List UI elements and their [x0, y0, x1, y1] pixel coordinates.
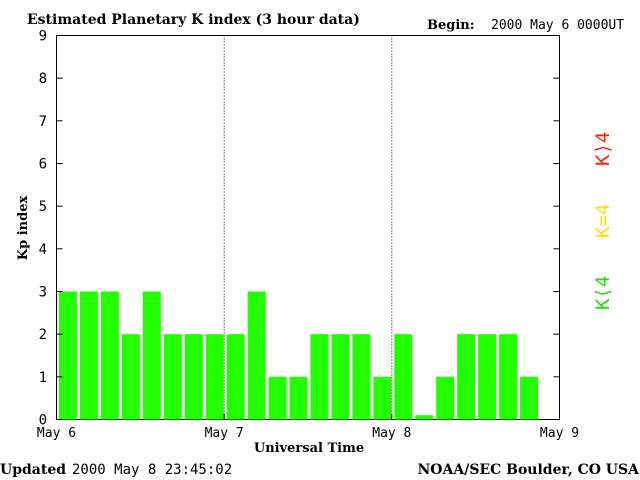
- kp-bar: [268, 376, 287, 420]
- y-tick-label: 1: [39, 370, 47, 386]
- kp-bar: [415, 415, 434, 420]
- x-axis-label: Universal Time: [254, 441, 364, 456]
- updated-value: 2000 May 8 23:45:02: [72, 462, 232, 478]
- y-tick-label: 5: [39, 199, 47, 215]
- x-tick-label: May 7: [205, 426, 244, 441]
- kp-bar: [520, 376, 539, 420]
- y-axis-label: Kp index: [16, 196, 31, 261]
- day-separators: [223, 35, 393, 420]
- kp-bar: [373, 376, 392, 420]
- kp-bar: [184, 334, 203, 420]
- x-tick-label: May 8: [372, 426, 411, 441]
- y-axis-ticks: 0 1 2 3 4 5 6 7 8 9: [39, 29, 560, 429]
- kp-bar: [331, 334, 350, 420]
- kp-bar: [394, 334, 413, 420]
- x-axis-ticks: May 6 May 7 May 8 May 9: [37, 413, 579, 441]
- kp-bar: [457, 334, 476, 420]
- x-tick-label: May 9: [540, 426, 579, 441]
- legend-k-less-4: K⟨4: [592, 276, 614, 310]
- kp-bar: [289, 376, 308, 420]
- chart-title: Estimated Planetary K index (3 hour data…: [27, 12, 360, 28]
- kp-bar: [79, 291, 98, 420]
- plot-frame: [56, 35, 560, 420]
- kp-bar: [205, 334, 224, 420]
- legend-k-equal-4: K=4: [592, 204, 614, 238]
- kp-bar: [310, 334, 329, 420]
- kp-bar: [163, 334, 182, 420]
- kp-bar: [58, 291, 77, 420]
- y-tick-label: 8: [39, 71, 47, 87]
- begin-value: 2000 May 6 0000UT: [491, 18, 624, 33]
- kp-bar: [436, 376, 455, 420]
- kp-bar: [352, 334, 371, 420]
- y-tick-label: 2: [39, 327, 47, 343]
- kp-bar: [247, 291, 266, 420]
- kp-bar: [478, 334, 497, 420]
- kp-bar: [142, 291, 161, 420]
- kp-bar: [100, 291, 119, 420]
- kp-bars: [58, 291, 539, 420]
- y-tick-label: 0: [39, 413, 47, 429]
- kp-bar: [499, 334, 518, 420]
- y-tick-label: 4: [39, 242, 47, 258]
- y-tick-label: 6: [39, 157, 47, 173]
- begin-label: Begin:: [427, 18, 475, 33]
- x-tick-label: May 6: [37, 426, 76, 441]
- kp-bar: [226, 334, 245, 420]
- y-tick-label: 7: [39, 114, 47, 130]
- legend-k-greater-4: K⟩4: [592, 132, 614, 166]
- updated-label: Updated: [0, 462, 66, 478]
- y-tick-label: 3: [39, 285, 47, 301]
- footer-credit: NOAA/SEC Boulder, CO USA: [418, 462, 640, 478]
- kp-bar: [121, 334, 140, 420]
- y-tick-label: 9: [39, 29, 47, 45]
